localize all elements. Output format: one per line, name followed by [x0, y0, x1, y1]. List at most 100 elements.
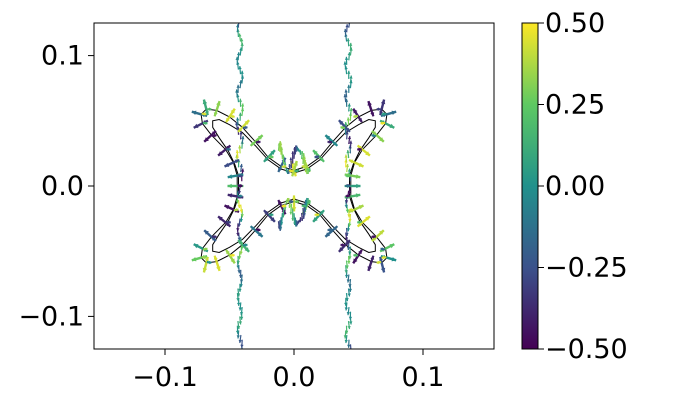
quiver-arrowhead: [313, 217, 318, 222]
quiver-arrowhead: [236, 84, 240, 88]
quiver-arrowhead: [239, 354, 242, 357]
quiver-arrowhead: [239, 209, 243, 213]
quiver-arrowhead: [355, 193, 361, 198]
quiver-arrowhead: [226, 249, 230, 255]
quiver-arrowhead: [202, 99, 208, 105]
quiver-arrowhead: [382, 112, 387, 116]
quiver-arrowhead: [238, 288, 242, 292]
quiver-arrowhead: [239, 15, 242, 18]
quiver-arrowhead: [226, 117, 230, 123]
quiver-arrowhead: [203, 247, 207, 251]
quiver-arrowhead: [236, 52, 241, 56]
quiver-arrowhead: [356, 183, 361, 189]
quiver-arrowhead: [370, 255, 375, 260]
quiver-arrowhead: [268, 155, 273, 159]
quiver-arrowhead: [306, 167, 310, 171]
quiver-arrowhead: [345, 127, 350, 132]
quiver-arrowhead: [278, 167, 282, 172]
quiver-arrowhead: [204, 256, 209, 261]
y-tick-label: −0.1: [18, 301, 84, 332]
quiver-arrowhead: [244, 247, 250, 252]
quiver-arrowhead: [227, 193, 233, 198]
quiver-arrowhead: [303, 213, 306, 216]
quiver-arrow: [239, 348, 241, 349]
quiver-arrowhead: [315, 155, 320, 159]
quiver-arrowhead: [281, 164, 285, 169]
quiver-arrowhead: [237, 20, 240, 23]
quiver-arrowhead: [348, 316, 353, 320]
quiver-arrowhead: [299, 149, 302, 153]
quiver-arrowhead: [236, 298, 240, 302]
quiver-arrowhead: [241, 168, 245, 172]
quiver-arrowhead: [343, 61, 347, 65]
quiver-arrowhead: [345, 24, 349, 28]
quiver-arrowhead: [238, 240, 243, 245]
colorbar-tick-label: 0.25: [545, 90, 605, 121]
quiver-arrowhead: [308, 201, 311, 204]
quiver-arrowhead: [288, 164, 291, 167]
quiver-arrow: [349, 344, 352, 349]
quiver-arrowhead: [347, 293, 351, 297]
quiver-arrowhead: [344, 307, 348, 311]
quiver-arrowhead: [204, 137, 209, 142]
quiver-arrowhead: [349, 75, 353, 79]
quiver-arrowhead: [379, 137, 384, 142]
quiver-arrowhead: [239, 163, 243, 168]
quiver-arrowhead: [218, 216, 223, 221]
quiver-arrowhead: [238, 112, 242, 116]
quiver-arrowhead: [203, 121, 207, 125]
quiver-arrowhead: [239, 279, 244, 283]
quiver-arrowhead: [291, 172, 296, 177]
quiver-arrowhead: [348, 20, 351, 23]
quiver-arrowhead: [193, 244, 199, 249]
quiver-arrowhead: [216, 101, 221, 106]
quiver-arrow: [348, 23, 351, 28]
quiver-arrowhead: [349, 108, 353, 112]
quiver-arrowhead: [237, 184, 242, 188]
quiver-arrowhead: [344, 122, 348, 126]
quiver-arrowhead: [302, 153, 305, 156]
plot-area: [191, 15, 397, 357]
quiver-arrowhead: [354, 114, 358, 119]
quiver-arrowhead: [358, 249, 362, 255]
quiver-arrowhead: [358, 117, 362, 123]
quiver-arrowhead: [300, 151, 304, 154]
quiver-arrowhead: [367, 101, 372, 106]
quiver-arrowhead: [345, 232, 349, 236]
quiver-arrowhead: [346, 279, 350, 283]
quiver-arrowhead: [281, 204, 286, 208]
quiver-arrowhead: [365, 151, 370, 156]
quiver-arrowhead: [300, 218, 304, 221]
quiver-arrowhead: [367, 266, 372, 271]
quiver-arrowhead: [303, 160, 307, 163]
quiver-arrowhead: [357, 222, 362, 227]
quiver-arrowhead: [302, 216, 305, 219]
quiver-arrowhead: [346, 174, 351, 178]
quiver-arrowhead: [257, 135, 263, 140]
quiver-arrowhead: [347, 344, 351, 348]
quiver-arrowhead: [347, 103, 351, 107]
quiver-arrowhead: [218, 151, 223, 156]
quiver-arrowhead: [372, 131, 377, 135]
quiver-arrowhead: [348, 256, 352, 260]
quiver-arrowhead: [299, 219, 302, 223]
quiver-arrowhead: [237, 174, 242, 178]
quiver-arrowhead: [345, 209, 349, 213]
quiver-arrowhead: [243, 243, 247, 247]
quiver-arrowhead: [240, 214, 244, 218]
quiver-arrowhead: [353, 258, 358, 264]
quiver-arrowhead: [345, 330, 349, 334]
quiver-arrowhead: [315, 213, 320, 217]
quiver-arrowhead: [281, 215, 285, 218]
quiver-arrowhead: [381, 121, 385, 125]
x-tick-label: 0.0: [273, 362, 316, 393]
quiver-arrowhead: [240, 246, 244, 250]
quiver-arrowhead: [370, 112, 375, 117]
quiver-arrowhead: [239, 274, 243, 278]
quiver-arrowhead: [347, 260, 351, 264]
quiver-arrowhead: [358, 162, 364, 167]
quiver-arrowhead: [320, 157, 325, 162]
x-tick-label: 0.1: [402, 362, 445, 393]
y-tick-label: 0.0: [41, 171, 84, 202]
quiver-arrowhead: [237, 223, 241, 227]
